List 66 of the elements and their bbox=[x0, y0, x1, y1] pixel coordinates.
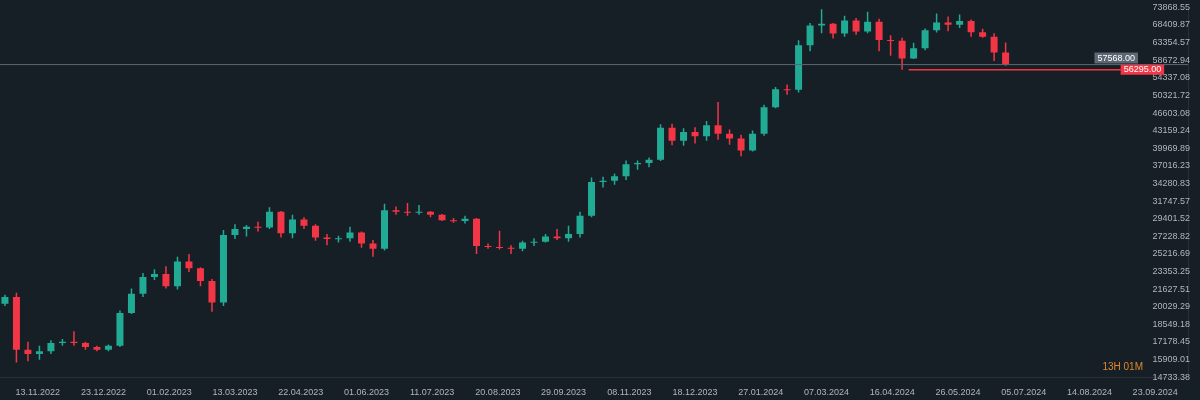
candlestick bbox=[93, 345, 101, 352]
y-tick-label: 15909.01 bbox=[1152, 354, 1190, 365]
x-tick-label: 05.07.2024 bbox=[1001, 387, 1047, 398]
candlestick bbox=[530, 238, 538, 247]
x-tick-label: 07.03.2024 bbox=[803, 387, 850, 398]
annotation: 56295.00 bbox=[1123, 64, 1162, 75]
candlestick bbox=[714, 102, 722, 140]
annotation: 13H 01M bbox=[1102, 360, 1143, 372]
candlestick bbox=[323, 234, 331, 246]
y-tick-label: 14733.38 bbox=[1152, 371, 1190, 382]
y-tick-label: 63354.57 bbox=[1152, 37, 1190, 48]
x-tick-label: 08.11.2023 bbox=[607, 387, 652, 398]
candlestick bbox=[231, 224, 239, 240]
x-tick-label: 18.12.2023 bbox=[672, 387, 718, 398]
x-tick-label: 23.09.2024 bbox=[1132, 387, 1178, 398]
x-tick-label: 01.06.2023 bbox=[343, 387, 389, 398]
y-tick-label: 23353.25 bbox=[1152, 266, 1190, 277]
y-tick-label: 73868.55 bbox=[1152, 1, 1190, 12]
y-tick-label: 54337.08 bbox=[1152, 72, 1190, 83]
candlestick bbox=[70, 331, 78, 346]
y-tick-label: 46603.08 bbox=[1152, 107, 1190, 118]
y-tick-label: 21627.51 bbox=[1152, 283, 1190, 294]
candlestick bbox=[415, 205, 423, 215]
ref-line-label: 57568.00 bbox=[1097, 52, 1135, 63]
candlestick bbox=[507, 245, 515, 255]
x-tick-label: 22.04.2023 bbox=[278, 387, 324, 398]
candlestick bbox=[691, 127, 699, 144]
candlestick bbox=[1, 294, 9, 306]
candlestick bbox=[599, 176, 607, 188]
x-tick-label: 14.08.2024 bbox=[1066, 387, 1112, 398]
x-tick-label: 01.02.2023 bbox=[146, 387, 192, 398]
candlestick bbox=[24, 341, 32, 362]
y-tick-label: 50321.72 bbox=[1152, 89, 1190, 100]
y-tick-label: 18549.18 bbox=[1152, 318, 1190, 329]
x-tick-label: 13.03.2023 bbox=[212, 387, 258, 398]
y-tick-label: 58672.94 bbox=[1152, 54, 1190, 65]
candlestick bbox=[944, 16, 952, 32]
candlestick bbox=[254, 221, 262, 232]
x-tick-label: 23.12.2022 bbox=[81, 387, 127, 398]
y-tick-label: 29401.52 bbox=[1152, 213, 1190, 224]
x-tick-label: 27.01.2024 bbox=[738, 387, 784, 398]
y-tick-label: 27228.82 bbox=[1152, 230, 1190, 241]
candlestick bbox=[645, 157, 653, 168]
y-tick-label: 31747.57 bbox=[1152, 195, 1190, 206]
y-tick-label: 20029.29 bbox=[1152, 301, 1190, 312]
candlestick bbox=[852, 18, 860, 35]
candlestick bbox=[484, 243, 492, 249]
x-tick-label: 16.04.2024 bbox=[869, 387, 915, 398]
candlestick bbox=[185, 254, 193, 273]
x-tick-label: 11.07.2023 bbox=[409, 387, 455, 398]
y-tick-label: 25216.69 bbox=[1152, 248, 1190, 259]
y-tick-label: 43159.24 bbox=[1152, 125, 1190, 136]
candlestick bbox=[783, 84, 791, 95]
candlestick bbox=[346, 226, 354, 242]
x-tick-label: 13.11.2022 bbox=[15, 387, 60, 398]
candlestick bbox=[392, 206, 400, 215]
y-tick-label: 17178.45 bbox=[1152, 336, 1190, 347]
x-tick-label: 29.09.2023 bbox=[541, 387, 587, 398]
x-tick-label: 26.05.2024 bbox=[935, 387, 981, 398]
candlestick bbox=[553, 229, 561, 240]
y-tick-label: 39969.89 bbox=[1152, 142, 1190, 153]
y-tick-label: 37016.23 bbox=[1152, 160, 1190, 171]
y-tick-label: 34280.83 bbox=[1152, 177, 1190, 188]
x-tick-label: 20.08.2023 bbox=[475, 387, 521, 398]
candlestick bbox=[369, 239, 377, 257]
y-tick-label: 68409.87 bbox=[1152, 19, 1190, 30]
